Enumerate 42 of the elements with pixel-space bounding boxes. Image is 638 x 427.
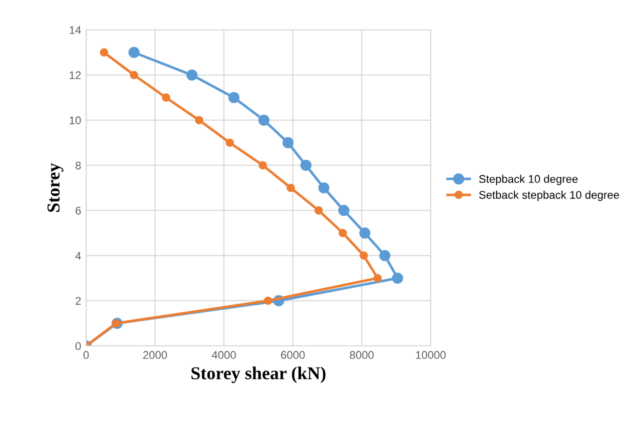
y-tick-label: 2 [76, 296, 81, 305]
point [300, 160, 312, 171]
point [194, 116, 204, 124]
y-axis-title: Storey [48, 163, 64, 212]
y-tick-label: 8 [76, 162, 81, 170]
point [318, 182, 330, 194]
point [360, 251, 368, 260]
x-tick-label: 2000 [143, 351, 167, 359]
point [128, 46, 140, 58]
point [162, 93, 170, 102]
point [338, 228, 347, 238]
point [130, 70, 138, 80]
legend-label: Setback stepback 10 degree [479, 190, 619, 202]
point [100, 48, 108, 57]
point [226, 138, 234, 147]
point [228, 92, 240, 104]
y-tick-label: 10 [70, 116, 81, 124]
point [338, 204, 350, 216]
point [392, 272, 404, 284]
point [282, 137, 294, 148]
x-tick-label: 6000 [281, 351, 305, 359]
point [112, 319, 120, 328]
x-tick-label: 4000 [212, 351, 236, 359]
point [186, 69, 198, 81]
y-tick-label: 12 [70, 71, 81, 80]
x-tick-label: 0 [83, 351, 89, 359]
point [314, 206, 323, 215]
point [373, 274, 382, 282]
point [286, 184, 295, 192]
x-tick-label: 8000 [350, 351, 374, 359]
y-tick-label: 0 [76, 342, 81, 350]
legend-label: Stepback 10 degree [479, 174, 578, 186]
y-tick-label: 6 [76, 206, 81, 215]
point [359, 227, 370, 239]
point [258, 114, 270, 126]
point [264, 296, 272, 305]
point [379, 250, 390, 262]
point [258, 161, 268, 170]
x-tick-label: 10000 [416, 351, 446, 359]
x-axis-title: Storey shear (kN) [191, 366, 326, 384]
y-tick-label: 14 [70, 26, 81, 34]
y-tick-label: 4 [75, 252, 81, 260]
